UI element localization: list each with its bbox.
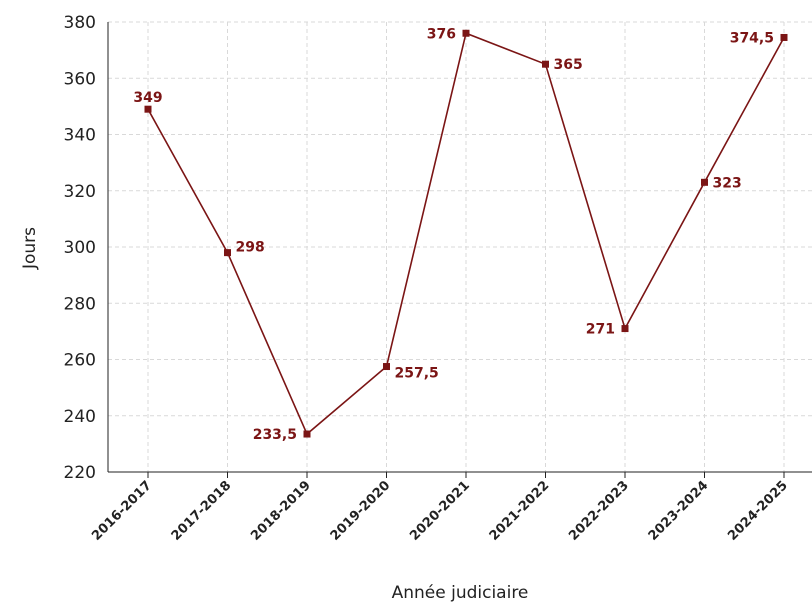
y-tick-label: 260 [64,351,96,371]
x-tick-label: 2019-2020 [328,478,394,544]
data-label: 349 [133,90,162,106]
x-tick-label: 2024-2025 [725,478,791,544]
data-label: 233,5 [253,427,297,443]
axes-layer [107,22,812,473]
data-label-layer: 349 298 233,5 257,5 376 365 271 323 374,5 [133,26,774,443]
y-tick-label: 380 [64,13,96,33]
x-tick-label: 2021-2022 [487,478,553,544]
data-label: 323 [713,175,742,191]
series-layer [144,29,788,438]
x-tick-label: 2017-2018 [169,478,235,544]
grid-layer [108,21,812,472]
data-label: 257,5 [395,366,439,382]
x-tick-label: 2020-2021 [407,478,473,544]
x-axis-title: Année judiciaire [392,583,529,603]
data-point-marker [780,33,788,41]
y-tick-label: 280 [64,294,96,314]
x-tick-label: 2018-2019 [248,478,314,544]
data-label: 376 [427,26,456,42]
y-tick-label: 240 [64,407,96,427]
x-tick-label: 2016-2017 [89,478,155,544]
y-axis-title: Jours [20,227,40,270]
data-label: 271 [586,322,615,338]
data-point-marker [303,430,311,438]
data-label: 298 [236,240,265,256]
data-point-marker [224,249,231,257]
data-point-marker [462,29,470,37]
x-tick-label: 2022-2023 [566,478,632,544]
data-point-marker [542,60,549,68]
data-label: 365 [554,57,583,73]
y-tick-label: 340 [64,126,96,146]
y-tick-label: 220 [64,463,96,483]
data-point-marker [383,363,390,371]
tick-layer: 220 240 260 280 300 320 340 360 380 2016-2017 2017… [64,13,791,544]
y-tick-label: 320 [64,182,96,202]
data-point-marker [621,325,629,333]
data-point-marker [701,178,708,186]
data-label: 374,5 [730,30,774,46]
y-tick-label: 300 [64,238,96,258]
data-point-marker [144,105,152,113]
x-tick-label: 2023-2024 [646,478,712,544]
y-tick-label: 360 [64,69,96,89]
